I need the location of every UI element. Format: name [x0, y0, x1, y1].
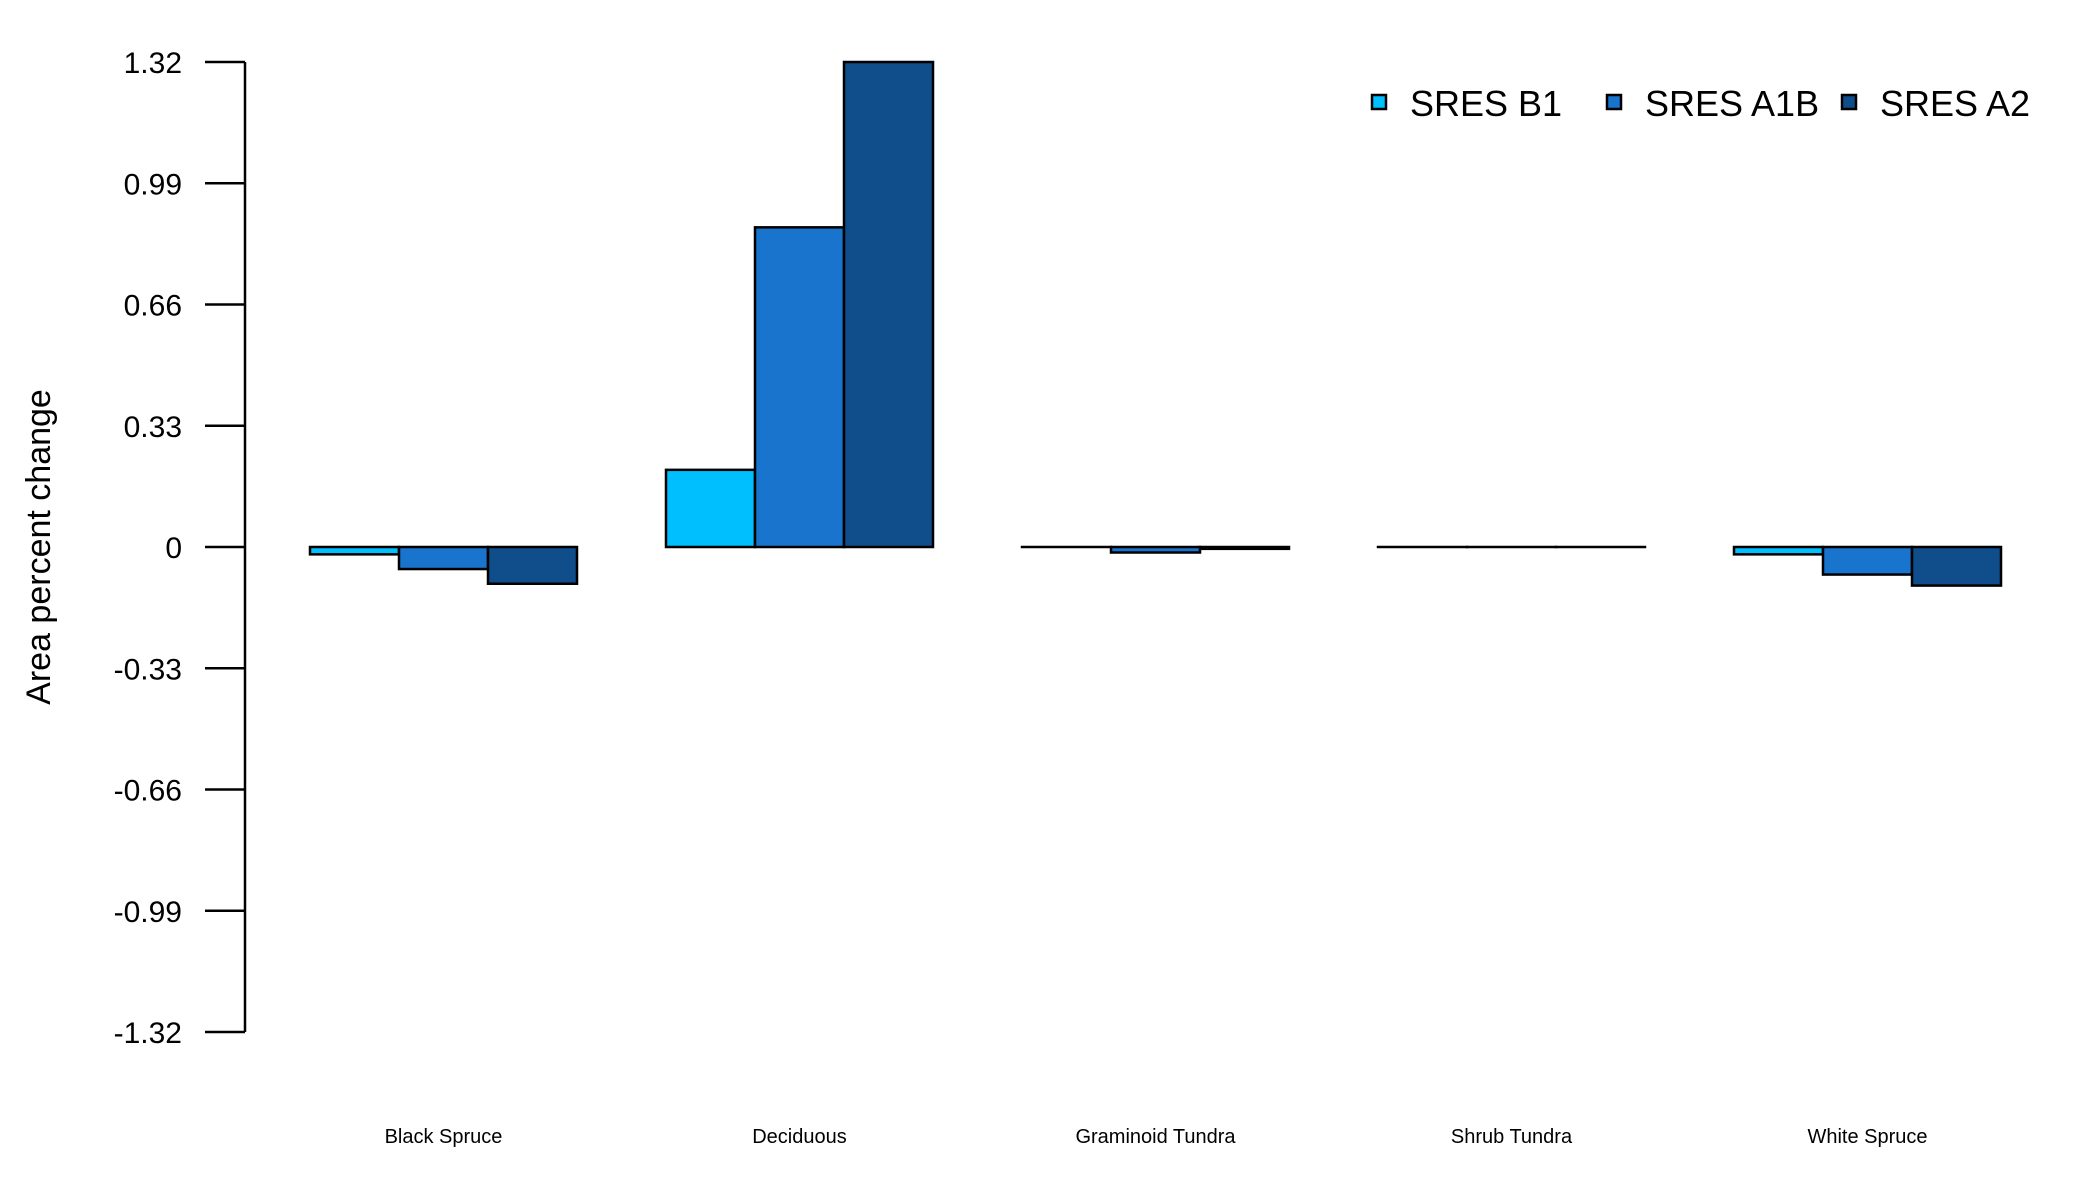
- bar-sres-a1b-black-spruce: [397, 545, 490, 571]
- bar-sres-a2-graminoid-tundra: [1198, 545, 1291, 551]
- y-tick-label: 0.99: [124, 168, 182, 201]
- bar-sres-a1b-graminoid-tundra: [1109, 545, 1202, 554]
- y-tick-label: -0.33: [114, 653, 182, 686]
- category-label: White Spruce: [1807, 1126, 1927, 1148]
- legend-label: SRES A2: [1880, 83, 2030, 124]
- bar-sres-a1b-white-spruce: [1821, 545, 1914, 576]
- y-tick-label: -0.99: [114, 896, 182, 929]
- bar-sres-b1-deciduous: [664, 468, 757, 549]
- bar-sres-a2-deciduous: [842, 60, 935, 549]
- y-tick-label: 0.66: [124, 290, 182, 323]
- legend: SRES B1 SRES A1B SRES A2: [1370, 83, 2030, 124]
- bar-sres-b1-white-spruce: [1732, 545, 1825, 556]
- y-tick-label: 0.33: [124, 411, 182, 444]
- y-tick-label: -0.66: [114, 775, 182, 808]
- legend-swatch: [1605, 93, 1623, 111]
- y-axis-label: Area percent change: [20, 389, 58, 705]
- bar-sres-a2-white-spruce: [1910, 545, 2003, 587]
- legend-label: SRES A1B: [1645, 83, 1819, 124]
- legend-swatch: [1370, 93, 1388, 111]
- category-labels: Black Spruce Deciduous Graminoid Tundra Shr…: [385, 1126, 1928, 1148]
- bar-sres-a2-black-spruce: [486, 545, 579, 585]
- category-label: Black Spruce: [385, 1126, 503, 1148]
- category-label: Graminoid Tundra: [1075, 1126, 1236, 1148]
- y-tick-label: 1.32: [124, 47, 182, 80]
- bar-sres-b1-black-spruce: [308, 545, 401, 556]
- legend-label: SRES B1: [1410, 83, 1562, 124]
- bars: [308, 60, 2003, 587]
- y-axis: 1.32 0.99 0.66 0.33 0 -0.33 -0.66 -0.99 -1.32: [114, 47, 247, 1050]
- y-tick-label: 0: [165, 532, 182, 565]
- bar-sres-a1b-deciduous: [753, 226, 846, 549]
- legend-swatch: [1840, 93, 1858, 111]
- category-label: Deciduous: [752, 1126, 847, 1148]
- category-label: Shrub Tundra: [1451, 1126, 1573, 1148]
- y-tick-label: -1.32: [114, 1017, 182, 1050]
